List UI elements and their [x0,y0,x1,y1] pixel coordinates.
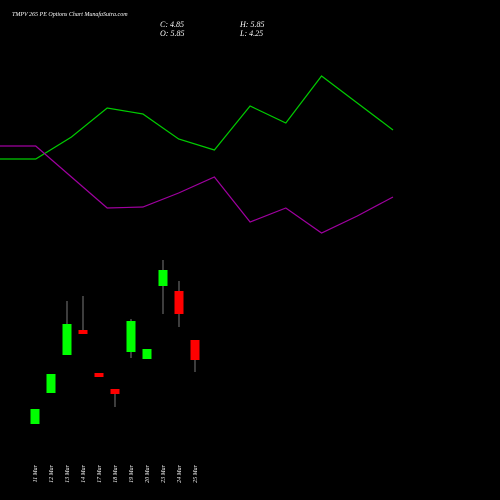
candle-body [94,373,104,377]
ohlc-close: C: 4.85 [160,20,184,29]
x-tick-label: 23 Mar [161,464,167,482]
x-tick-label: 18 Mar [113,464,119,482]
x-tick-label: 17 Mar [97,464,103,482]
ohlc-low: L: 4.25 [239,29,263,38]
ohlc-open: O: 5.85 [160,29,184,38]
candle-body [46,374,56,393]
x-tick-label: 13 Mar [65,464,71,482]
x-tick-label: 25 Mar [193,464,199,482]
ohlc-high: H: 5.85 [239,20,264,29]
x-tick-label: 11 Mar [33,464,39,482]
x-tick-label: 24 Mar [176,464,183,482]
indicator-line [0,75,394,160]
x-tick-label: 14 Mar [80,464,87,482]
x-tick-label: 19 Mar [129,464,135,482]
candle-body [78,330,88,334]
x-tick-label: 12 Mar [49,464,55,482]
indicator-line [0,145,394,234]
candle-body [30,409,40,424]
chart-title: TMPV 265 PE Options Chart MunafaSutra.co… [12,11,128,18]
candle-body [174,291,184,314]
x-tick-label: 20 Mar [145,464,151,482]
candle-body [126,321,136,352]
candle-body [142,349,152,359]
candle-body [110,389,120,394]
candle-body [190,340,200,360]
candle-body [158,270,168,286]
candle-body [62,324,72,355]
